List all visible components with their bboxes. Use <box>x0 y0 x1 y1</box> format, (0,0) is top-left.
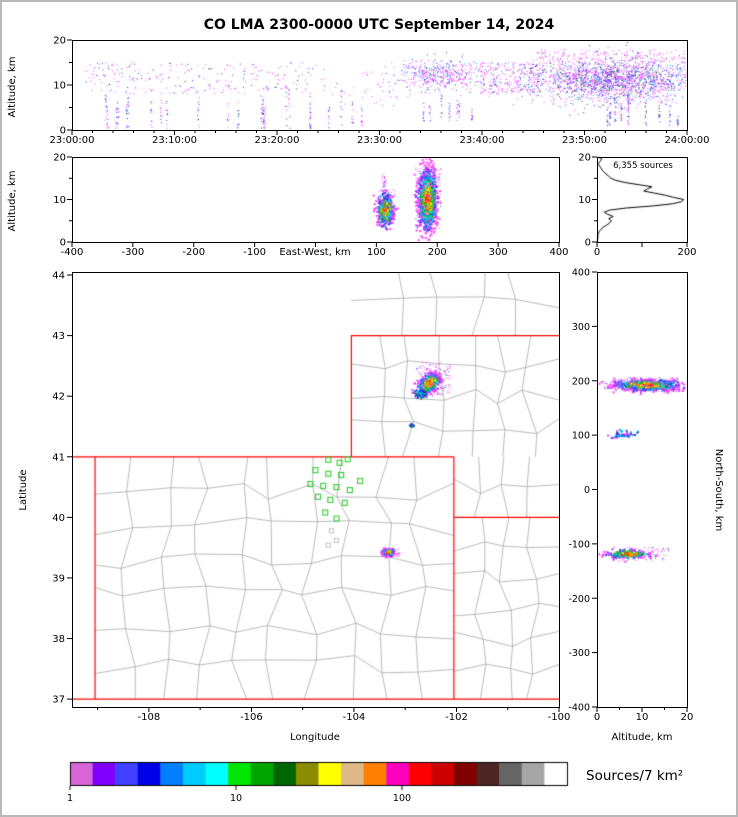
tick-label: 10 <box>636 712 649 723</box>
tick-label: 23:20:00 <box>255 135 300 146</box>
tick-label: 23:30:00 <box>357 135 402 146</box>
tick-label: -100 <box>568 539 590 550</box>
ew-panel-ylabel: Altitude, km <box>7 171 18 232</box>
tick-label: 24:00:00 <box>665 135 710 146</box>
tick-label: 10 <box>53 195 66 206</box>
tick-label: 0 <box>60 126 66 137</box>
tick-label: 20 <box>578 153 591 164</box>
tick-label: 200 <box>677 247 696 258</box>
tick-label: 39 <box>52 573 65 584</box>
tick-label: 200 <box>428 247 447 258</box>
ns-panel-ylabel: North-South, km <box>713 449 724 532</box>
tick-label: 100 <box>572 431 590 442</box>
tick-label: 0 <box>584 485 590 496</box>
tick-label: 400 <box>549 247 568 258</box>
ew-panel-xlabel: East-West, km <box>279 247 350 258</box>
tick-label: 0 <box>594 712 600 723</box>
panel-box-map <box>72 272 560 708</box>
tick-label: -102 <box>445 712 468 723</box>
panel-box-ns_height <box>597 272 688 708</box>
tick-label: 100 <box>367 247 386 258</box>
tick-label: 100 <box>393 793 411 804</box>
map-xlabel: Longitude <box>290 732 340 743</box>
tick-label: 40 <box>52 513 65 524</box>
tick-label: -100 <box>243 247 266 258</box>
tick-label: -400 <box>568 703 590 714</box>
tick-label: -200 <box>182 247 205 258</box>
tick-label: 0 <box>60 238 66 249</box>
tick-label: 23:10:00 <box>152 135 197 146</box>
tick-label: 10 <box>578 195 591 206</box>
tick-label: -200 <box>568 594 590 605</box>
tick-label: -104 <box>343 712 366 723</box>
tick-label: 23:00:00 <box>50 135 95 146</box>
time-panel-ylabel: Altitude, km <box>7 57 18 118</box>
tick-label: 300 <box>489 247 508 258</box>
histogram-annotation: 6,355 sources <box>613 161 673 171</box>
tick-label: 20 <box>681 712 694 723</box>
tick-label: -400 <box>61 247 84 258</box>
map-ylabel: Latitude <box>18 469 29 510</box>
tick-label: 10 <box>230 793 242 804</box>
tick-label: 41 <box>52 452 65 463</box>
axis-tick-marks <box>67 39 688 712</box>
tick-label: 10 <box>53 81 66 92</box>
tick-label: -106 <box>240 712 263 723</box>
tick-label: 200 <box>572 376 590 387</box>
tick-label: -108 <box>138 712 161 723</box>
tick-label: 23:50:00 <box>562 135 607 146</box>
tick-label: 1 <box>67 793 73 804</box>
tick-label: 23:40:00 <box>460 135 505 146</box>
axis-tick-labels: 23:00:00 23:10:00 23:20:00 23:30:00 23:40:00… <box>50 36 710 805</box>
panel-box-ew_height <box>72 157 560 243</box>
colorbar-label: Sources/7 km² <box>586 768 683 784</box>
tick-label: 20 <box>53 36 66 47</box>
tick-label: -300 <box>122 247 145 258</box>
ns-panel-xlabel: Altitude, km <box>612 732 673 743</box>
tick-label: 37 <box>52 695 65 706</box>
tick-label: 42 <box>52 392 65 403</box>
plot-title: CO LMA 2300-0000 UTC September 14, 2024 <box>204 17 555 33</box>
tick-label: 400 <box>572 268 590 279</box>
tick-label: 20 <box>53 153 66 164</box>
tick-label: -100 <box>548 712 571 723</box>
tick-label: 44 <box>52 271 65 282</box>
tick-label: 300 <box>572 322 590 333</box>
tick-label: 0 <box>585 238 591 249</box>
panel-box-time_height <box>72 40 688 131</box>
tick-label: 0 <box>594 247 600 258</box>
tick-label: 38 <box>52 634 65 645</box>
tick-label: -300 <box>568 648 590 659</box>
tick-label: 43 <box>52 331 65 342</box>
